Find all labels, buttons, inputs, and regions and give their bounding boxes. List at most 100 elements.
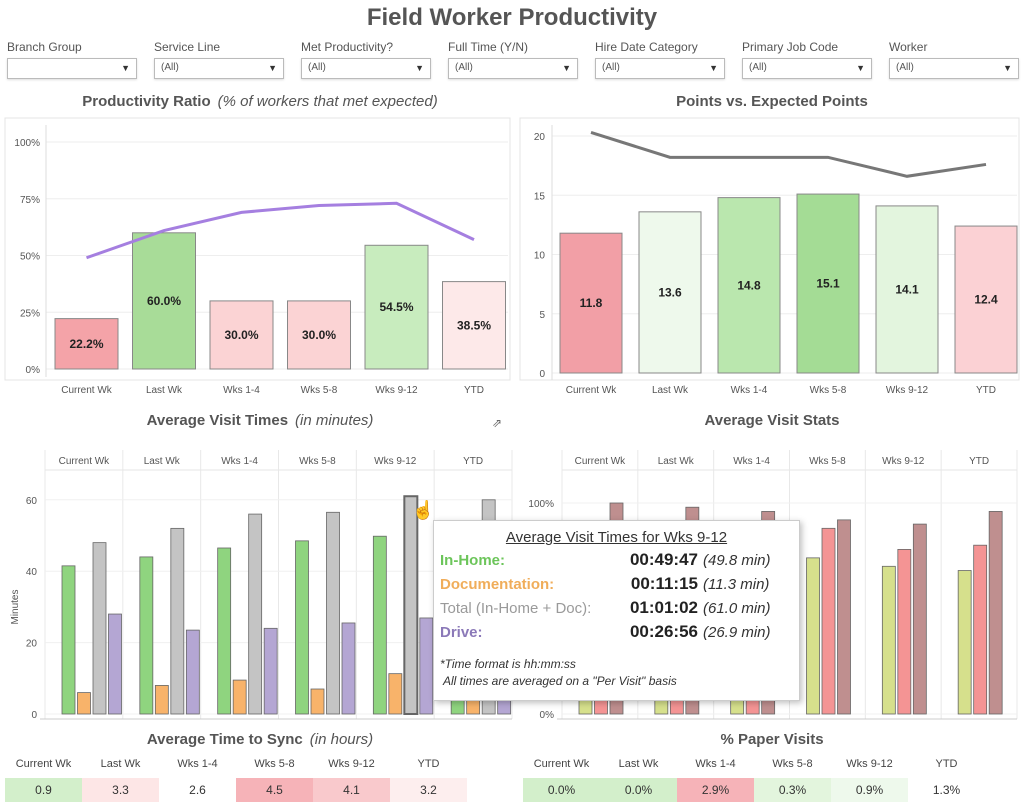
column-header: Current Wk	[533, 758, 590, 770]
visit-times-title: Average Visit Times (in minutes)	[0, 412, 520, 429]
x-tick-label: Wks 9-12	[375, 385, 418, 396]
filter-dropdown[interactable]: (All) ▼	[595, 58, 725, 79]
y-tick-label: 0	[31, 710, 37, 721]
bar	[912, 523, 927, 715]
tooltip-label: In-Home:	[440, 551, 505, 569]
y-tick-label: 100%	[528, 499, 554, 510]
filter-5: Primary Job Code (All) ▼	[742, 40, 872, 79]
sync-title: Average Time to Sync (in hours)	[0, 731, 520, 748]
table-column: Current Wk 0.9	[5, 758, 82, 802]
productivity-ratio-title: Productivity Ratio (% of workers that met…	[0, 93, 520, 110]
bar	[248, 513, 263, 715]
subtitle-text: (in minutes)	[295, 412, 374, 429]
tooltip-note: *Time format is hh:mm:ss	[440, 657, 576, 671]
table-cell: 3.2	[390, 778, 467, 802]
bar	[287, 300, 351, 370]
panel-border	[4, 117, 511, 381]
points-title: Points vs. Expected Points	[676, 93, 868, 110]
tooltip-minutes: (11.3 min)	[703, 575, 770, 593]
bar-label: 22.2%	[69, 337, 103, 351]
table-column: Wks 5-8 4.5	[236, 758, 313, 802]
bar	[875, 205, 939, 374]
bar	[419, 617, 434, 715]
tooltip-value: 01:01:02	[629, 598, 698, 617]
x-tick-label: Wks 1-4	[731, 385, 768, 396]
table-cell: 0.3%	[754, 778, 831, 802]
filter-dropdown[interactable]: (All) ▼	[742, 58, 872, 79]
dropdown-arrow-icon: ▼	[709, 63, 718, 73]
bar	[717, 197, 781, 374]
tooltip-minutes: (49.8 min)	[703, 551, 771, 569]
dropdown-arrow-icon: ▼	[856, 63, 865, 73]
table-cell: 4.5	[236, 778, 313, 802]
table-column: Current Wk 0.0%	[523, 758, 600, 802]
filter-dropdown[interactable]: ▼	[7, 58, 137, 79]
column-header: Wks 9-12	[882, 456, 925, 467]
expected-points-line	[590, 131, 987, 178]
bar	[954, 225, 1018, 374]
filter-dropdown[interactable]: (All) ▼	[889, 58, 1019, 79]
filter-value: (All)	[602, 62, 620, 73]
filter-3: Full Time (Y/N) (All) ▼	[448, 40, 578, 79]
filter-value: (All)	[455, 62, 473, 73]
x-tick-label: Wks 5-8	[810, 385, 847, 396]
column-header: Wks 5-8	[809, 456, 846, 467]
column-header: Current Wk	[575, 456, 627, 467]
x-tick-label: Current Wk	[566, 385, 618, 396]
external-link-icon[interactable]: ⇗	[492, 416, 503, 430]
table-column: Wks 9-12 4.1	[313, 758, 390, 802]
subtitle-text: (in hours)	[309, 731, 374, 748]
filter-label: Full Time (Y/N)	[448, 40, 529, 54]
table-column: Wks 1-4 2.9%	[677, 758, 754, 802]
tooltip-value: 00:26:56	[629, 622, 698, 641]
bar	[364, 244, 429, 370]
bar	[388, 673, 403, 715]
dashboard-title: Field Worker Productivity	[366, 4, 658, 31]
table-cell: 0.0%	[600, 778, 677, 802]
table-cell: 0.0%	[523, 778, 600, 802]
bar	[638, 211, 702, 374]
filter-dropdown[interactable]: (All) ▼	[301, 58, 431, 79]
table-cell: 0.9%	[831, 778, 908, 802]
filter-6: Worker (All) ▼	[889, 40, 1019, 79]
column-header: Last Wk	[658, 456, 695, 467]
filter-dropdown[interactable]: (All) ▼	[448, 58, 578, 79]
bar	[973, 544, 988, 715]
table-column: Last Wk 0.0%	[600, 758, 677, 802]
tooltip-note: All times are averaged on a "Per Visit" …	[443, 674, 677, 688]
table-column: Wks 5-8 0.3%	[754, 758, 831, 802]
bar	[341, 622, 356, 715]
bar	[54, 318, 119, 370]
column-header: Wks 5-8	[772, 758, 813, 770]
column-header: Wks 9-12	[328, 758, 375, 770]
x-tick-label: Last Wk	[652, 385, 689, 396]
y-tick-label: 25%	[20, 308, 40, 319]
filter-label: Service Line	[154, 40, 221, 54]
bar-label: 15.1	[816, 277, 840, 291]
bar	[326, 511, 340, 715]
bar	[821, 527, 836, 715]
x-tick-label: Wks 9-12	[886, 385, 929, 396]
bar	[295, 540, 309, 715]
bar	[139, 556, 154, 715]
filter-label: Met Productivity?	[301, 40, 394, 54]
tooltip-minutes: (26.9 min)	[703, 623, 771, 641]
filter-label: Branch Group	[7, 40, 82, 54]
title-text: Productivity Ratio	[82, 93, 211, 110]
bar	[217, 547, 232, 715]
y-tick-label: 100%	[14, 138, 40, 149]
bar	[310, 688, 325, 715]
tooltip-row: Documentation: 00:11:15 (11.3 min)	[440, 572, 793, 596]
filter-label: Hire Date Category	[595, 40, 698, 54]
filter-dropdown[interactable]: (All) ▼	[154, 58, 284, 79]
tooltip-value: 00:49:47	[629, 550, 698, 569]
filter-value: (All)	[896, 62, 914, 73]
tooltip-value: 00:11:15	[630, 574, 698, 593]
bar	[881, 565, 896, 715]
tooltip: Average Visit Times for Wks 9-12 In-Home:…	[433, 520, 800, 701]
y-tick-label: 60	[26, 496, 38, 507]
filter-value: (All)	[308, 62, 326, 73]
bar	[806, 557, 820, 715]
target-line	[86, 201, 475, 260]
subtitle-text: (% of workers that met expected)	[217, 93, 438, 110]
